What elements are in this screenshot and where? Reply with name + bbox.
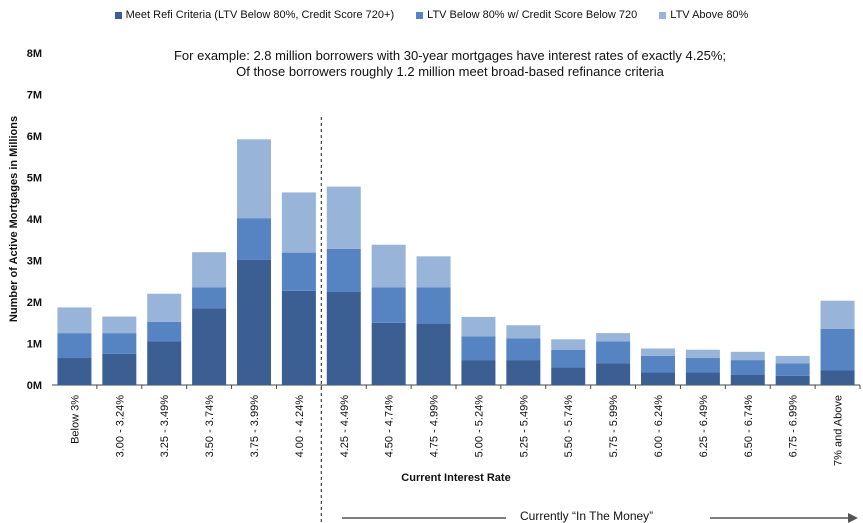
bar-segment [775, 363, 810, 376]
legend-item: LTV Below 80% w/ Credit Score Below 720 [416, 9, 637, 21]
x-tick-label: 3.50 - 3.74% [204, 395, 216, 458]
y-tick-label: 8M [27, 48, 42, 60]
bar-segment [326, 291, 361, 385]
bar-segment [730, 374, 765, 385]
bar-segment [596, 333, 631, 342]
bar-segment [641, 372, 675, 385]
bar-segment [730, 351, 765, 361]
bar-segment [147, 341, 182, 385]
x-tick-label: 4.75 - 4.99% [429, 395, 441, 458]
x-tick-label: 5.25 - 5.49% [518, 395, 530, 458]
bar-segment [551, 349, 586, 368]
x-tick-label: 3.25 - 3.49% [159, 395, 171, 458]
bar-segment [641, 355, 675, 373]
x-tick-label: Below 3% [69, 395, 81, 444]
bar-segment [416, 287, 451, 324]
x-axis-title: Current Interest Rate [401, 472, 510, 484]
bar-segment [57, 358, 92, 385]
y-tick-label: 4M [27, 214, 42, 226]
bar-segment [371, 244, 406, 288]
bar-segment [685, 372, 720, 385]
bar-segment [147, 321, 182, 342]
y-tick-label: 0M [27, 380, 42, 392]
legend-label: Meet Refi Criteria (LTV Below 80%, Credi… [125, 9, 395, 21]
bar-segment [551, 339, 586, 350]
legend-label: LTV Below 80% w/ Credit Score Below 720 [427, 9, 638, 21]
legend-swatch [114, 11, 122, 19]
bar-segment [775, 375, 810, 385]
bar-segment [192, 308, 227, 385]
bar-segment [641, 348, 675, 356]
bar-segment [596, 363, 631, 385]
y-tick-label: 6M [27, 131, 42, 143]
bar-segment [461, 360, 496, 385]
x-tick-label: 5.00 - 5.24% [473, 395, 485, 458]
bar-segment [685, 358, 720, 373]
legend: Meet Refi Criteria (LTV Below 80%, Credi… [0, 9, 863, 21]
x-tick-label: 5.75 - 5.99% [608, 395, 620, 458]
bar-segment [57, 307, 92, 334]
bar-segment [237, 139, 271, 219]
x-tick-label: 3.75 - 3.99% [249, 395, 261, 458]
y-tick-label: 5M [27, 173, 42, 185]
bar-segment [326, 186, 361, 249]
x-tick-label: 5.50 - 5.74% [563, 395, 575, 458]
annotation-line: For example: 2.8 million borrowers with … [173, 48, 727, 63]
bar-segment [551, 367, 586, 385]
y-axis-title: Number of Active Mortgages in Millions [8, 116, 20, 322]
y-tick-label: 2M [27, 297, 42, 309]
y-tick-label: 7M [27, 90, 42, 102]
bar-segment [596, 341, 631, 364]
annotation-line: Of those borrowers roughly 1.2 million m… [236, 64, 664, 79]
bar-segment [237, 259, 271, 385]
bar-segment [147, 293, 182, 322]
bar-segment [371, 322, 406, 385]
x-tick-label: 6.00 - 6.24% [653, 395, 665, 458]
bar-segment [461, 316, 496, 337]
x-tick-label: 3.00 - 3.24% [114, 395, 126, 458]
x-tick-label: 7% and Above [833, 395, 845, 466]
bar-segment [326, 248, 361, 292]
bar-segment [371, 287, 406, 323]
arrow-head [848, 513, 858, 523]
x-tick-label: 6.75 - 6.99% [788, 395, 800, 458]
legend-swatch [416, 11, 424, 19]
bar-segment [102, 316, 137, 334]
y-tick-label: 1M [27, 339, 42, 351]
bar-segment [416, 256, 451, 288]
bar-segment [506, 360, 541, 385]
bar-segment [820, 300, 855, 329]
bar-segment [192, 287, 227, 309]
bar-segment [461, 336, 496, 361]
x-tick-label: 4.50 - 4.74% [384, 395, 396, 458]
bar-segment [730, 360, 765, 375]
bar-segment [685, 349, 720, 359]
bar-segment [192, 252, 227, 288]
legend-swatch [659, 11, 667, 19]
x-tick-label: 4.00 - 4.24% [294, 395, 306, 458]
chart-annotation: For example: 2.8 million borrowers with … [120, 48, 780, 80]
bar-segment [506, 325, 541, 339]
bar-segment [57, 333, 92, 359]
x-tick-label: 4.25 - 4.49% [339, 395, 351, 458]
legend-label: LTV Above 80% [670, 9, 749, 21]
bar-segment [281, 252, 316, 291]
bar-segment [102, 333, 137, 354]
bar-segment [237, 218, 271, 260]
bar-segment [281, 290, 316, 385]
bar-segment [775, 355, 810, 364]
bar-segment [506, 338, 541, 361]
bar-segment [820, 370, 855, 385]
legend-item: Meet Refi Criteria (LTV Below 80%, Credi… [114, 9, 395, 21]
bar-segment [102, 353, 137, 385]
x-tick-label: 6.25 - 6.49% [698, 395, 710, 458]
bar-segment [820, 328, 855, 371]
y-tick-label: 3M [27, 256, 42, 268]
bar-segment [281, 192, 316, 253]
legend-item: LTV Above 80% [659, 9, 748, 21]
in-the-money-label: Currently “In The Money” [520, 509, 654, 523]
bar-segment [416, 323, 451, 385]
x-tick-label: 6.50 - 6.74% [743, 395, 755, 458]
